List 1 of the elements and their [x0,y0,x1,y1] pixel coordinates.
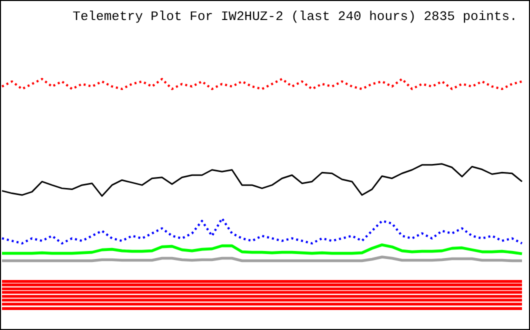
chart-title: Telemetry Plot For IW2HUZ-2 (last 240 hours) 2835 points. [72,9,518,24]
